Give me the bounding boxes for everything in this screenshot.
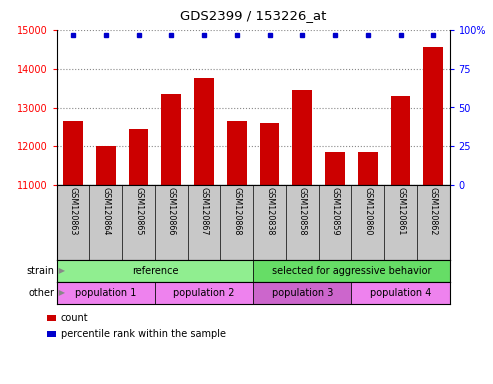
Text: other: other [28, 288, 54, 298]
Bar [325, 152, 345, 185]
Bar [260, 123, 280, 185]
Text: GSM120865: GSM120865 [134, 187, 143, 236]
Bar [57, 260, 253, 282]
Text: population 2: population 2 [174, 288, 235, 298]
Text: GSM120866: GSM120866 [167, 187, 176, 236]
Bar [253, 260, 450, 282]
Bar [253, 282, 352, 304]
Bar [194, 78, 214, 185]
Bar [57, 282, 155, 304]
Text: population 1: population 1 [75, 288, 137, 298]
Text: selected for aggressive behavior: selected for aggressive behavior [272, 266, 431, 276]
Text: GSM120863: GSM120863 [69, 187, 77, 236]
Text: GSM120861: GSM120861 [396, 187, 405, 236]
Bar [390, 96, 410, 185]
Bar [155, 282, 253, 304]
Text: count: count [61, 313, 88, 323]
Bar [423, 48, 443, 185]
Bar [96, 146, 116, 185]
Text: GSM120862: GSM120862 [429, 187, 438, 236]
Text: GSM120864: GSM120864 [101, 187, 110, 236]
Text: reference: reference [132, 266, 178, 276]
Text: GSM120867: GSM120867 [200, 187, 209, 236]
Text: GSM120858: GSM120858 [298, 187, 307, 236]
Bar [352, 282, 450, 304]
Text: GDS2399 / 153226_at: GDS2399 / 153226_at [180, 9, 326, 22]
Bar [292, 90, 312, 185]
Text: population 4: population 4 [370, 288, 431, 298]
Text: GSM120868: GSM120868 [232, 187, 241, 236]
Text: GSM120859: GSM120859 [330, 187, 340, 236]
Text: strain: strain [26, 266, 54, 276]
Text: ▶: ▶ [56, 266, 66, 275]
Text: GSM120838: GSM120838 [265, 187, 274, 236]
Text: ▶: ▶ [56, 288, 66, 298]
Bar [162, 94, 181, 185]
Text: GSM120860: GSM120860 [363, 187, 372, 236]
Bar [227, 121, 246, 185]
Text: percentile rank within the sample: percentile rank within the sample [61, 329, 226, 339]
Bar [358, 152, 378, 185]
Bar [63, 121, 83, 185]
Bar [129, 129, 148, 185]
Text: population 3: population 3 [272, 288, 333, 298]
